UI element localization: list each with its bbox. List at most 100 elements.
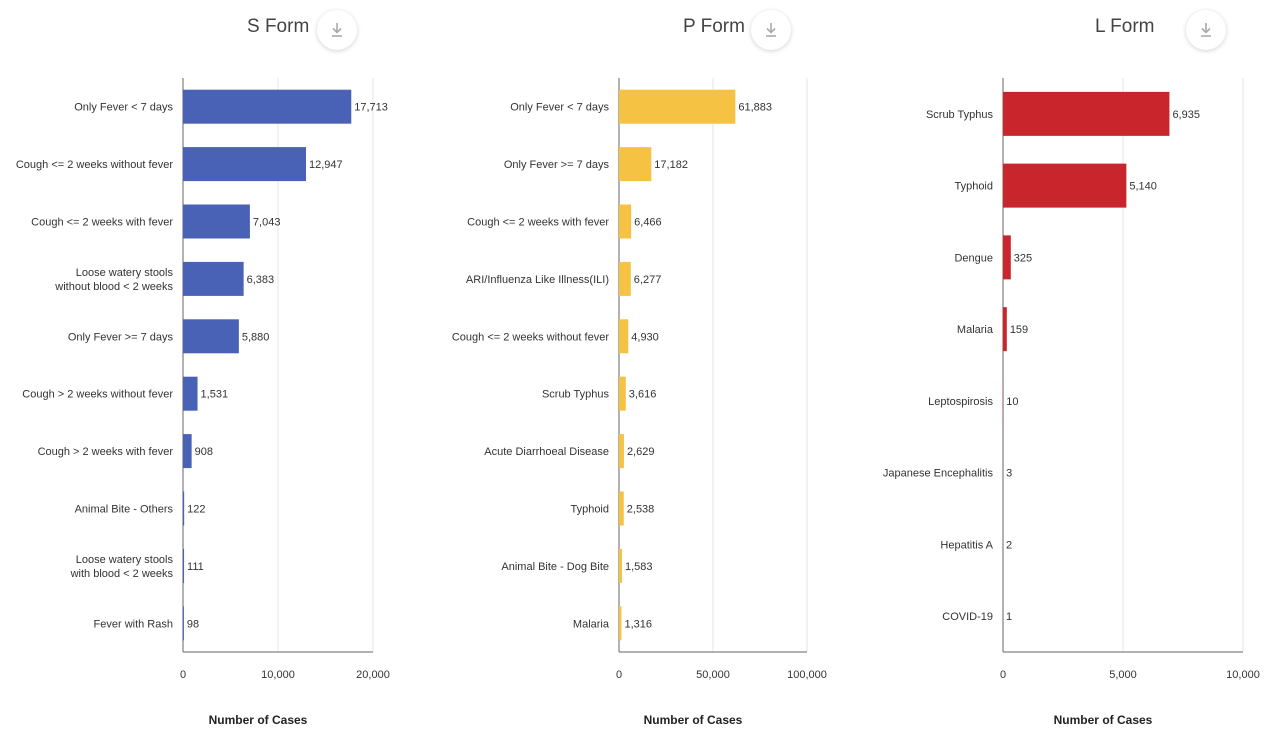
x-tick-label: 5,000 [1109,669,1137,681]
data-label: 6,466 [634,217,662,229]
data-label: 5,880 [242,331,270,343]
bar [1003,163,1127,208]
category-label: Acute Diarrhoeal Disease [484,446,609,458]
bar [1003,91,1170,136]
bar [183,491,185,526]
s-form-panel: S Form 0 10,000 20,000 17,713 Only Fever < 7… [0,0,420,732]
data-label: 1,531 [201,389,229,401]
data-label: 3,616 [629,389,657,401]
s-form-download-button[interactable] [317,10,357,50]
category-label: Malaria [573,618,610,630]
download-icon [1201,23,1211,37]
bar [183,376,198,411]
bar [619,204,632,239]
bar [183,261,244,296]
bar [183,147,306,182]
bar [183,548,185,583]
data-label: 6,277 [634,274,662,286]
category-label: Typhoid [570,504,609,516]
category-label: Loose watery stools [76,554,174,566]
category-label: Cough <= 2 weeks without fever [16,159,173,171]
category-label: Scrub Typhus [926,109,994,121]
l-form-panel: L Form 0 5,000 10,000 6,935 Scrub Typhus 5,14… [840,0,1270,732]
data-label: 10 [1006,396,1018,408]
data-label: 908 [195,446,213,458]
data-label: 7,043 [253,217,281,229]
data-label: 6,935 [1172,109,1200,121]
p-form-title: P Form [683,16,745,37]
bar [183,606,184,641]
category-label: without blood < 2 weeks [54,281,173,293]
category-label: Cough <= 2 weeks with fever [31,217,173,229]
category-label: Typhoid [954,181,993,193]
category-label: Animal Bite - Others [75,504,174,516]
category-label: Dengue [954,252,993,264]
bar [1003,307,1007,352]
s-form-title: S Form [247,16,310,37]
bar [619,491,624,526]
data-label: 325 [1014,252,1032,264]
category-label: Cough > 2 weeks with fever [38,446,174,458]
data-label: 1 [1006,611,1012,623]
category-label: Cough <= 2 weeks with fever [467,217,609,229]
data-label: 122 [187,504,205,516]
data-label: 12,947 [309,159,343,171]
x-axis-title: Number of Cases [644,713,743,727]
data-label: 159 [1010,324,1028,336]
category-label: Scrub Typhus [542,389,610,401]
l-form-chart: 0 5,000 10,000 6,935 Scrub Typhus 5,140 Typhoi… [883,78,1260,727]
data-label: 111 [187,561,204,573]
l-form-download-button[interactable] [1186,10,1226,50]
x-axis-title: Number of Cases [209,713,308,727]
bar [183,319,239,354]
x-tick-label: 10,000 [1226,669,1260,681]
category-label: Malaria [957,324,994,336]
p-form-download-button[interactable] [751,10,791,50]
data-label: 2,538 [627,504,655,516]
category-label: Only Fever < 7 days [74,102,173,114]
data-label: 4,930 [631,331,659,343]
x-axis-title: Number of Cases [1054,713,1153,727]
p-form-chart: 0 50,000 100,000 61,883 Only Fever < 7 days 1… [452,78,827,727]
bar [619,606,622,641]
data-label: 1,583 [625,561,653,573]
download-icon [766,23,776,37]
x-tick-label: 100,000 [787,669,827,681]
s-form-chart: 0 10,000 20,000 17,713 Only Fever < 7 days 12… [16,78,390,727]
category-label: ARI/Influenza Like Illness(ILI) [466,274,609,286]
category-label: COVID-19 [942,611,993,623]
x-tick-label: 0 [616,669,622,681]
bar [619,548,622,583]
bar [619,147,652,182]
bar [619,376,626,411]
category-label: Animal Bite - Dog Bite [501,561,609,573]
category-label: Only Fever >= 7 days [68,331,174,343]
data-label: 2,629 [627,446,655,458]
category-label: Cough > 2 weeks without fever [22,389,173,401]
category-label: Loose watery stools [76,267,174,279]
category-label: with blood < 2 weeks [70,568,174,580]
download-icon [332,23,342,37]
category-label: Fever with Rash [94,618,173,630]
data-label: 17,182 [654,159,688,171]
x-tick-label: 10,000 [261,669,295,681]
bar [619,89,736,124]
bar [619,319,629,354]
x-tick-label: 0 [1000,669,1006,681]
bar [183,204,250,239]
x-tick-label: 50,000 [696,669,730,681]
data-label: 1,316 [624,618,652,630]
l-form-title: L Form [1095,16,1155,37]
category-label: Only Fever >= 7 days [504,159,610,171]
category-label: Japanese Encephalitis [883,468,994,480]
category-label: Only Fever < 7 days [510,102,609,114]
category-label: Hepatitis A [940,539,993,551]
data-label: 2 [1006,539,1012,551]
bar [1003,235,1011,280]
data-label: 3 [1006,468,1012,480]
data-label: 61,883 [738,102,772,114]
bar [619,261,631,296]
category-label: Cough <= 2 weeks without fever [452,331,609,343]
bar [619,434,624,469]
p-form-panel: P Form 0 50,000 100,000 61,883 Only Fever < … [420,0,840,732]
